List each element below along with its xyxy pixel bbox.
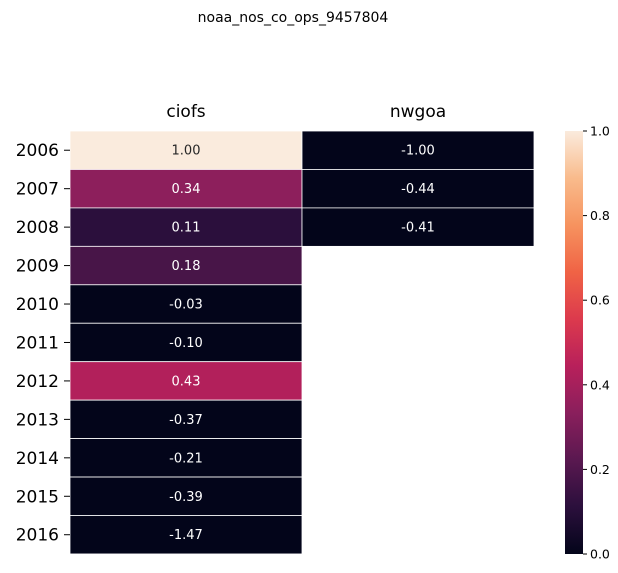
cell-value-label: 0.34 (172, 182, 201, 197)
heatmap-cell (69, 130, 303, 170)
cell-value-label: -0.10 (169, 336, 203, 351)
colorbar-tick-label: 0.4 (590, 377, 610, 392)
colorbar-tick-label: 0.8 (590, 208, 610, 223)
cell-value-label: -0.21 (169, 451, 203, 466)
heatmap-cell (69, 361, 303, 401)
row-label: 2006 (16, 141, 59, 161)
row-label: 2013 (16, 410, 59, 430)
row-label: 2016 (16, 526, 59, 546)
column-label: nwgoa (390, 102, 446, 122)
heatmap-cell (69, 169, 303, 209)
row-label: 2015 (16, 487, 59, 507)
cell-value-label: -1.47 (169, 528, 203, 543)
cell-value-label: 0.18 (172, 259, 201, 274)
colorbar (565, 131, 583, 554)
heatmap-cell (69, 399, 303, 439)
row-label: 2009 (16, 257, 59, 277)
cell-value-label: -0.37 (169, 413, 203, 428)
cell-value-label: 0.11 (172, 221, 201, 236)
cell-value-label: -0.41 (401, 221, 435, 236)
colorbar-ticks: 0.0 0.2 0.4 0.6 0.8 1.0 (583, 124, 610, 562)
heatmap-cell (69, 207, 303, 247)
cell-value-label: -0.39 (169, 490, 203, 505)
heatmap-cell (69, 438, 303, 478)
row-label: 2014 (16, 449, 59, 469)
colorbar-tick-label: 0.2 (590, 462, 610, 477)
colorbar-tick-label: 0.6 (590, 293, 610, 308)
row-label: 2010 (16, 295, 59, 315)
chart-title: noaa_nos_co_ops_9457804 (198, 10, 389, 26)
row-label: 2008 (16, 218, 59, 238)
cell-value-label: 1.00 (172, 144, 201, 159)
heatmap-cell (69, 515, 303, 555)
column-labels: ciofs nwgoa (166, 102, 446, 122)
row-labels: 2006 2007 2008 2009 2010 2011 2012 2013 2014 2015… (16, 141, 70, 546)
heatmap-cell (69, 476, 303, 516)
column-label: ciofs (166, 102, 205, 122)
cell-value-label: -1.00 (401, 144, 435, 159)
heatmap-cell (301, 207, 535, 247)
row-label: 2012 (16, 372, 59, 392)
colorbar-tick-label: 1.0 (590, 124, 610, 139)
heatmap-cell (301, 169, 535, 209)
cell-value-label: -0.03 (169, 298, 203, 313)
cell-value-label: -0.44 (401, 182, 435, 197)
cell-value-label: 0.43 (172, 374, 201, 389)
row-label: 2011 (16, 333, 59, 353)
row-label: 2007 (16, 180, 59, 200)
heatmap-cell (301, 130, 535, 170)
colorbar-tick-label: 0.0 (590, 547, 610, 562)
heatmap-cells: 1.00 -1.00 0.34 -0.44 0.11 -0.41 0.18 -0.03 -0.1… (69, 130, 535, 555)
